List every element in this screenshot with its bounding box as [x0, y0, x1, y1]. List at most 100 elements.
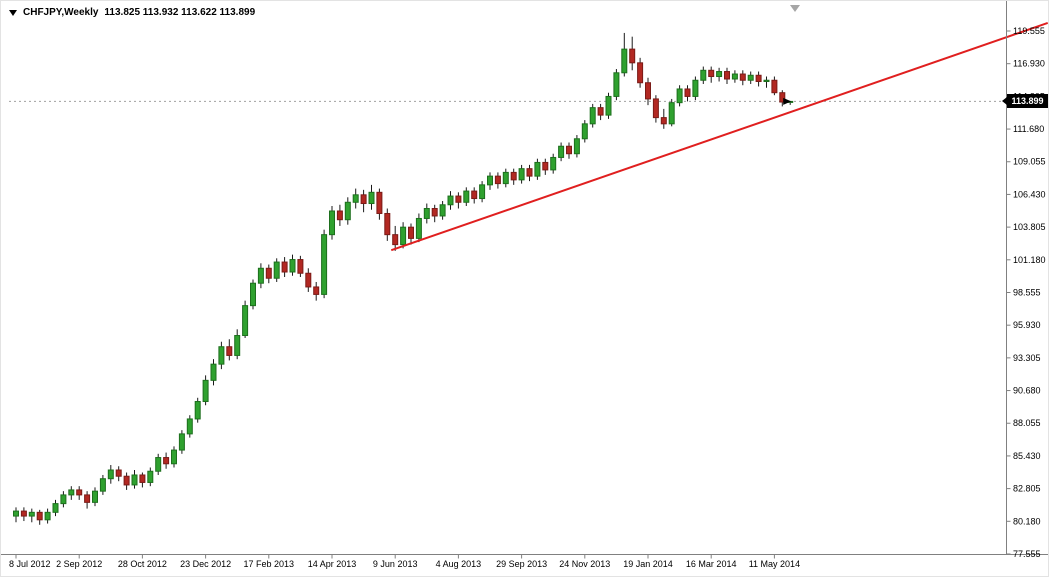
- candle[interactable]: [297, 255, 304, 277]
- candle[interactable]: [487, 172, 493, 190]
- candle[interactable]: [526, 164, 533, 182]
- candle[interactable]: [724, 67, 730, 84]
- candle[interactable]: [273, 258, 280, 282]
- candle[interactable]: [471, 187, 478, 204]
- candle[interactable]: [716, 67, 723, 82]
- candle[interactable]: [115, 466, 122, 482]
- candle[interactable]: [123, 472, 130, 490]
- candle[interactable]: [581, 120, 588, 143]
- candle[interactable]: [92, 487, 98, 507]
- candle[interactable]: [226, 339, 233, 361]
- candle[interactable]: [510, 168, 517, 185]
- candle[interactable]: [739, 70, 746, 86]
- candle[interactable]: [597, 103, 604, 121]
- candle[interactable]: [257, 263, 264, 289]
- candle[interactable]: [202, 375, 209, 406]
- candle[interactable]: [68, 486, 75, 500]
- candle[interactable]: [502, 168, 509, 188]
- candle[interactable]: [637, 57, 644, 88]
- candle[interactable]: [731, 70, 738, 83]
- time-axis[interactable]: 8 Jul 2012 2 Sep 2012 28 Oct 2012 23 Dec 20…: [9, 554, 800, 570]
- candle[interactable]: [463, 187, 470, 207]
- candle[interactable]: [550, 153, 557, 174]
- candle[interactable]: [542, 158, 549, 175]
- candle[interactable]: [139, 472, 146, 488]
- candle[interactable]: [439, 201, 446, 220]
- candle[interactable]: [408, 223, 414, 245]
- candle[interactable]: [99, 474, 106, 495]
- candle[interactable]: [218, 341, 225, 370]
- candle[interactable]: [700, 66, 707, 84]
- candle[interactable]: [234, 329, 241, 360]
- candle[interactable]: [36, 509, 43, 525]
- candle[interactable]: [376, 188, 383, 220]
- candle[interactable]: [313, 281, 320, 301]
- candle[interactable]: [431, 204, 438, 223]
- candle[interactable]: [210, 359, 217, 386]
- candle[interactable]: [131, 469, 138, 489]
- candle[interactable]: [558, 142, 565, 162]
- candle[interactable]: [242, 300, 249, 339]
- candle[interactable]: [60, 491, 67, 508]
- chart-shift-marker-icon[interactable]: [790, 5, 800, 12]
- candle[interactable]: [107, 465, 114, 484]
- candle[interactable]: [155, 453, 162, 475]
- candle[interactable]: [76, 486, 83, 500]
- candle[interactable]: [645, 77, 651, 106]
- candle[interactable]: [352, 188, 359, 209]
- candle[interactable]: [415, 213, 422, 243]
- candle[interactable]: [171, 446, 177, 468]
- candle[interactable]: [344, 197, 351, 225]
- candle[interactable]: [613, 69, 620, 101]
- candle[interactable]: [755, 71, 762, 87]
- candle[interactable]: [368, 184, 375, 210]
- candle[interactable]: [692, 76, 699, 101]
- candle[interactable]: [52, 499, 59, 517]
- candle[interactable]: [621, 32, 628, 77]
- candle[interactable]: [668, 98, 675, 127]
- candle[interactable]: [147, 467, 154, 487]
- candle[interactable]: [589, 103, 596, 128]
- candle[interactable]: [660, 108, 667, 129]
- candle[interactable]: [566, 142, 572, 159]
- candle[interactable]: [289, 254, 296, 276]
- candle[interactable]: [629, 36, 636, 71]
- candle[interactable]: [447, 191, 454, 210]
- candle[interactable]: [20, 507, 27, 522]
- candle[interactable]: [652, 95, 659, 123]
- candle[interactable]: [186, 415, 193, 438]
- price-axis[interactable]: 119.555116.930114.305111.680109.055106.4…: [1006, 26, 1046, 559]
- candle[interactable]: [455, 192, 462, 209]
- candle[interactable]: [479, 181, 486, 203]
- candle[interactable]: [384, 208, 391, 241]
- candle[interactable]: [771, 76, 778, 96]
- candle[interactable]: [194, 397, 201, 423]
- candle[interactable]: [573, 135, 580, 158]
- candle[interactable]: [534, 158, 541, 180]
- candle[interactable]: [747, 71, 754, 84]
- candle[interactable]: [708, 66, 715, 83]
- trendline[interactable]: [390, 22, 1048, 252]
- candle[interactable]: [518, 164, 525, 184]
- candle[interactable]: [84, 491, 91, 509]
- candle[interactable]: [250, 279, 256, 310]
- candle[interactable]: [336, 204, 343, 226]
- candle[interactable]: [281, 257, 288, 277]
- candle[interactable]: [392, 225, 399, 251]
- candle[interactable]: [163, 452, 170, 469]
- candle[interactable]: [494, 172, 501, 189]
- candle[interactable]: [44, 508, 51, 524]
- candle[interactable]: [28, 508, 35, 523]
- candle[interactable]: [779, 90, 786, 107]
- candle[interactable]: [763, 76, 770, 88]
- candle[interactable]: [676, 85, 683, 107]
- candle[interactable]: [321, 229, 328, 299]
- candle[interactable]: [360, 189, 367, 213]
- candle[interactable]: [265, 264, 272, 284]
- candle[interactable]: [305, 268, 312, 292]
- candle[interactable]: [329, 206, 335, 240]
- candle[interactable]: [605, 92, 612, 119]
- candle[interactable]: [423, 203, 430, 224]
- candle[interactable]: [13, 507, 19, 523]
